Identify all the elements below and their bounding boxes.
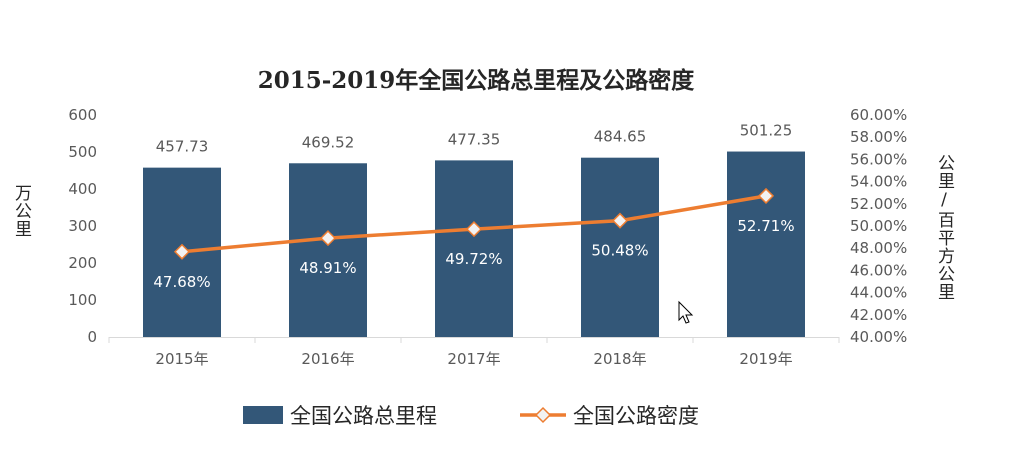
y-tick-label: 400 bbox=[68, 180, 97, 198]
y2-tick-label: 56.00% bbox=[850, 150, 907, 168]
bar-data-label: 501.25 bbox=[740, 122, 793, 140]
y-tick-label: 200 bbox=[68, 254, 97, 272]
line-data-label: 49.72% bbox=[445, 250, 502, 268]
mouse-cursor-icon bbox=[678, 300, 694, 324]
bar-2016年 bbox=[289, 163, 367, 337]
legend-label-density: 全国公路密度 bbox=[573, 404, 699, 428]
y2-tick-label: 60.00% bbox=[850, 106, 907, 124]
legend-line-marker bbox=[534, 406, 552, 424]
y2-tick-label: 48.00% bbox=[850, 239, 907, 257]
x-tick-label: 2017年 bbox=[447, 350, 500, 368]
line-marker bbox=[319, 230, 337, 247]
y-tick-label: 600 bbox=[68, 106, 97, 124]
bar-2019年 bbox=[727, 151, 805, 337]
line-data-label: 52.71% bbox=[737, 217, 794, 235]
y2-axis-title: 公里/百平方公里 bbox=[934, 154, 954, 301]
y-tick-label: 0 bbox=[87, 328, 97, 346]
y2-tick-label: 52.00% bbox=[850, 195, 907, 213]
legend-label-mileage: 全国公路总里程 bbox=[290, 404, 437, 428]
y-tick-label: 500 bbox=[68, 143, 97, 161]
y-axis-title: 万公里 bbox=[11, 184, 31, 238]
bar-data-label: 469.52 bbox=[302, 133, 355, 151]
chart-title: 2015-2019年全国公路总里程及公路密度 bbox=[258, 67, 696, 94]
y2-tick-label: 54.00% bbox=[850, 173, 907, 191]
bar-data-label: 484.65 bbox=[594, 128, 647, 146]
y2-tick-label: 44.00% bbox=[850, 284, 907, 302]
bar-data-label: 477.35 bbox=[448, 130, 501, 148]
y2-tick-label: 50.00% bbox=[850, 217, 907, 235]
line-marker bbox=[757, 187, 775, 204]
y2-tick-label: 42.00% bbox=[850, 306, 907, 324]
x-tick-label: 2015年 bbox=[155, 350, 208, 368]
line-marker bbox=[611, 212, 629, 229]
y2-tick-label: 40.00% bbox=[850, 328, 907, 346]
line-marker bbox=[173, 243, 191, 260]
bar-2018年 bbox=[581, 157, 659, 337]
x-tick-label: 2019年 bbox=[739, 350, 792, 368]
x-tick-label: 2018年 bbox=[593, 350, 646, 368]
bar-data-label: 457.73 bbox=[156, 138, 209, 156]
y-tick-label: 100 bbox=[68, 291, 97, 309]
line-data-label: 47.68% bbox=[153, 273, 210, 291]
x-tick-label: 2016年 bbox=[301, 350, 354, 368]
legend-bar-swatch bbox=[243, 406, 283, 424]
line-marker bbox=[465, 221, 483, 238]
y-tick-label: 300 bbox=[68, 217, 97, 235]
bar-2017年 bbox=[435, 160, 513, 337]
y2-tick-label: 58.00% bbox=[850, 128, 907, 146]
y2-tick-label: 46.00% bbox=[850, 261, 907, 279]
line-data-label: 50.48% bbox=[591, 242, 648, 260]
line-data-label: 48.91% bbox=[299, 259, 356, 277]
